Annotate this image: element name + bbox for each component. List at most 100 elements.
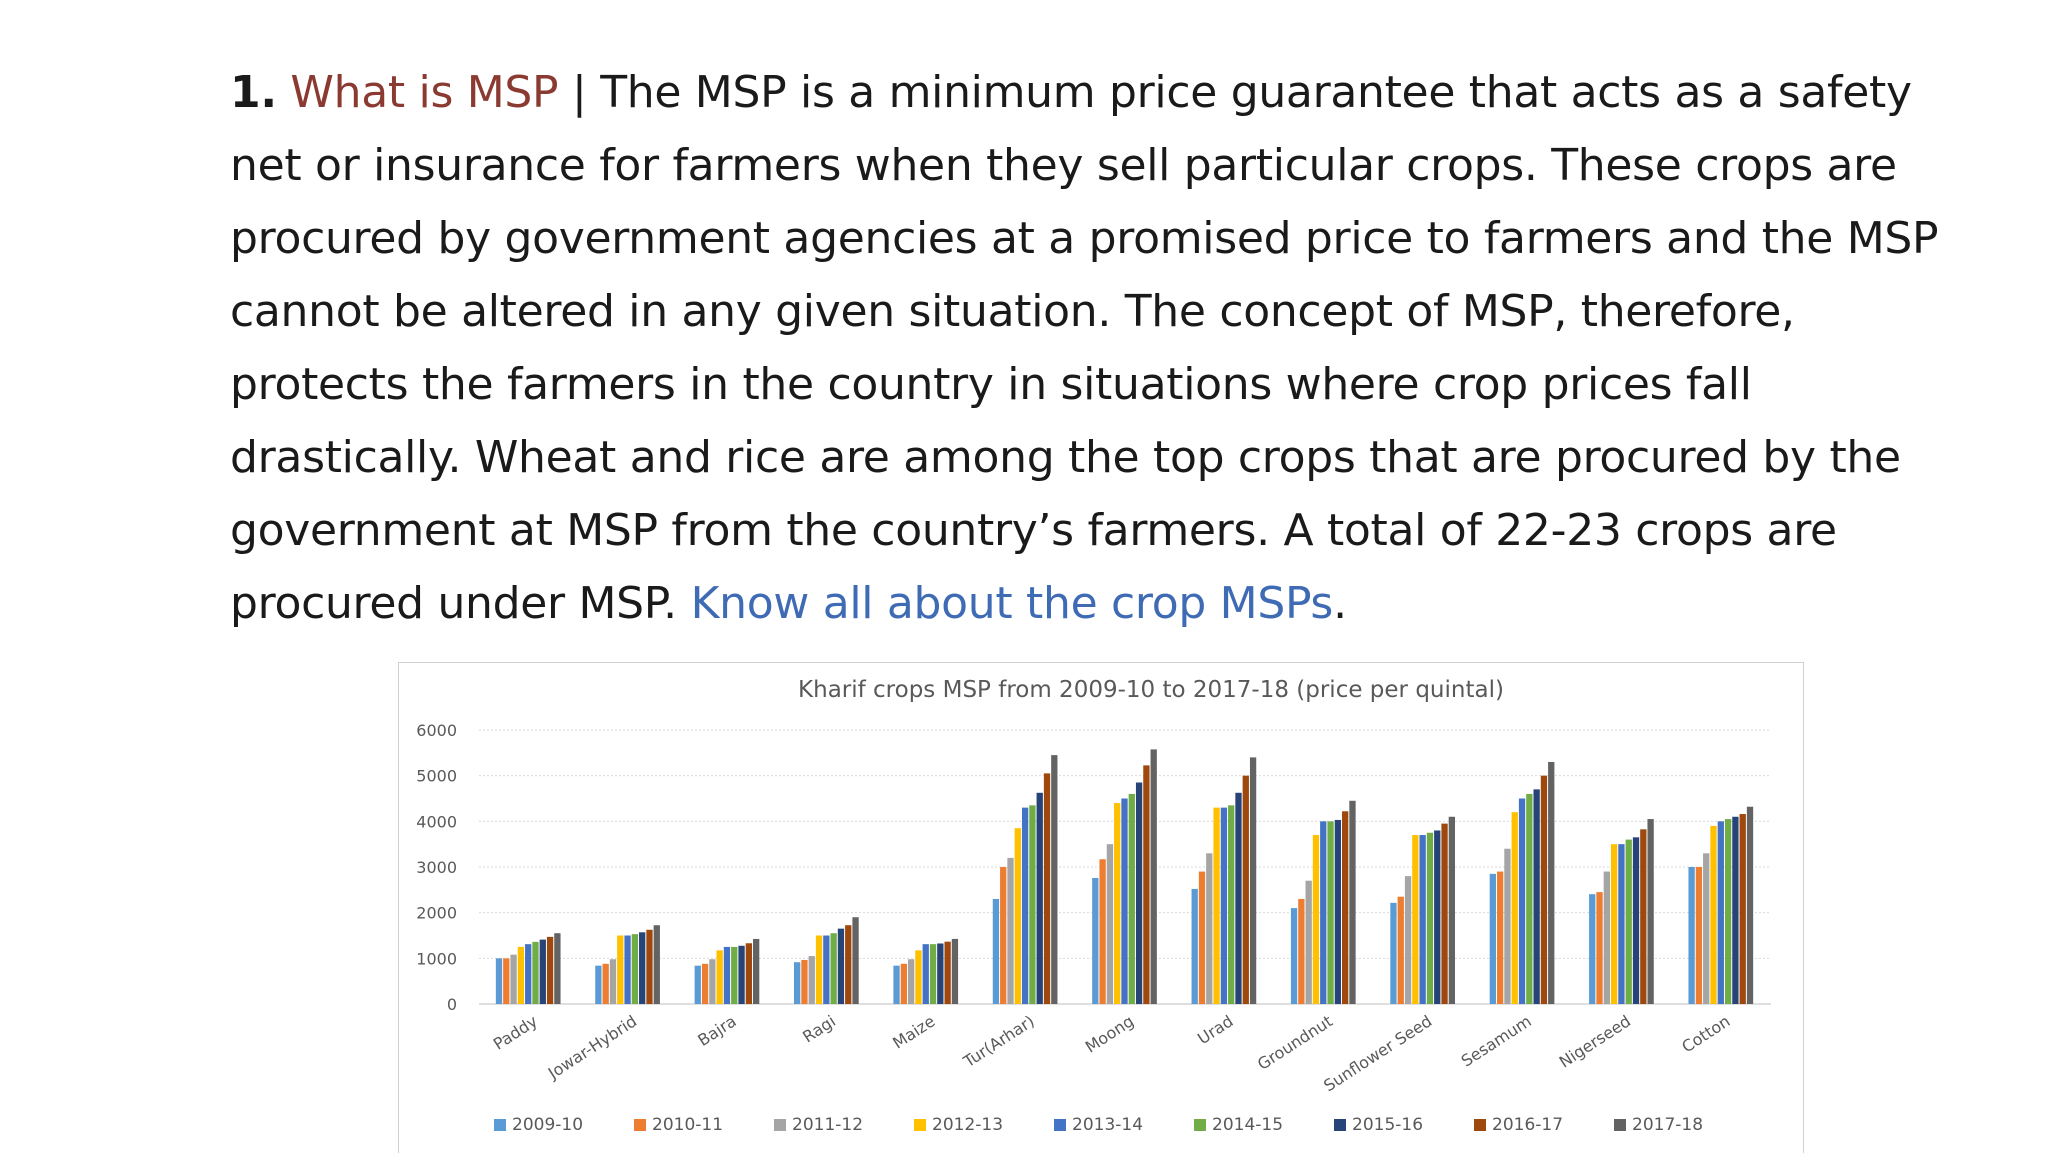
bar <box>1610 844 1618 1004</box>
bar <box>731 946 738 1004</box>
bar <box>1710 825 1717 1004</box>
bar <box>1036 792 1043 1004</box>
bar <box>510 954 517 1004</box>
bar <box>1596 892 1603 1004</box>
bar <box>532 941 539 1004</box>
bar <box>929 944 937 1004</box>
bar <box>1135 782 1143 1004</box>
bar <box>1504 848 1511 1004</box>
bar <box>1043 773 1051 1004</box>
bar <box>1404 876 1412 1004</box>
bar <box>745 943 753 1004</box>
bar <box>1434 830 1441 1004</box>
x-tick-label: Tur(Arhar) <box>959 1011 1038 1071</box>
bar <box>1349 800 1356 1004</box>
bar <box>639 932 646 1004</box>
y-tick-label: 1000 <box>416 949 457 968</box>
bar <box>893 965 900 1004</box>
bar <box>1320 821 1327 1004</box>
legend-swatch <box>634 1119 646 1131</box>
bar <box>1647 819 1654 1004</box>
legend: 2009-10 2010-11 2011-12 2012-13 2013-14 2014-… <box>494 1115 1703 1135</box>
bar <box>1128 793 1135 1004</box>
bar <box>1228 805 1235 1004</box>
bar <box>1739 814 1746 1004</box>
trailing-period: . <box>1333 578 1347 629</box>
bar <box>915 950 922 1004</box>
chart-title: Kharif crops MSP from 2009-10 to 2017-18… <box>798 677 1504 703</box>
bar <box>1540 775 1548 1004</box>
bar <box>951 938 959 1004</box>
bar <box>1106 844 1114 1004</box>
legend-swatch <box>1334 1119 1346 1131</box>
section-number: 1. <box>230 67 277 118</box>
bar <box>631 934 639 1004</box>
bar <box>1249 757 1257 1004</box>
bar <box>1327 821 1334 1004</box>
bar <box>830 933 837 1004</box>
bar <box>1441 823 1448 1004</box>
bar <box>609 959 617 1004</box>
bar <box>1746 806 1754 1004</box>
bar <box>1695 867 1703 1004</box>
article-paragraph: 1. What is MSP | The MSP is a minimum pr… <box>230 56 1960 640</box>
bar <box>1143 765 1150 1004</box>
legend-swatch <box>494 1119 506 1131</box>
bar <box>937 943 944 1004</box>
legend-swatch <box>1474 1119 1486 1131</box>
legend-label: 2011-12 <box>792 1115 863 1135</box>
x-tick-label: Cotton <box>1678 1011 1733 1056</box>
bar <box>1489 873 1496 1004</box>
bar <box>595 965 602 1004</box>
y-tick-label: 3000 <box>416 858 457 877</box>
bar <box>1703 853 1710 1004</box>
bar <box>1390 902 1397 1004</box>
bar <box>1419 835 1426 1004</box>
bar <box>922 944 929 1004</box>
bar <box>624 935 631 1004</box>
bar <box>1618 844 1625 1004</box>
bar <box>1014 828 1021 1004</box>
y-tick-label: 4000 <box>416 812 457 831</box>
bar <box>1150 749 1157 1004</box>
x-tick-label: Sesamum <box>1458 1011 1535 1070</box>
x-tick-label: Maize <box>889 1011 938 1052</box>
bar <box>1235 792 1242 1004</box>
section-heading: What is MSP <box>290 67 559 118</box>
bar <box>1206 853 1213 1004</box>
bar <box>495 958 503 1004</box>
x-tick-label: Groundnut <box>1254 1011 1336 1073</box>
bar <box>837 928 845 1004</box>
bar <box>1412 835 1419 1004</box>
bar <box>992 898 1000 1004</box>
legend-swatch <box>774 1119 786 1131</box>
bar <box>1000 867 1007 1004</box>
bar <box>1198 871 1206 1004</box>
msp-bar-chart: Kharif crops MSP from 2009-10 to 2017-18… <box>416 677 1771 1135</box>
legend-swatch <box>1194 1119 1206 1131</box>
bar <box>738 945 745 1004</box>
bar <box>900 963 907 1004</box>
legend-label: 2010-11 <box>652 1115 723 1135</box>
bar <box>1220 807 1228 1004</box>
bar <box>1640 829 1647 1004</box>
bar <box>1603 871 1610 1004</box>
bar <box>1051 755 1058 1004</box>
bar <box>503 958 510 1004</box>
bar <box>1191 888 1198 1004</box>
bar <box>1732 816 1739 1004</box>
bar <box>1533 789 1540 1004</box>
bar <box>1717 821 1724 1004</box>
bar <box>525 944 532 1004</box>
bar <box>1518 798 1526 1004</box>
bar <box>1099 859 1106 1004</box>
bar <box>1625 839 1632 1004</box>
x-tick-label: Jowar-Hybrid <box>544 1011 640 1083</box>
legend-swatch <box>1614 1119 1626 1131</box>
bar <box>1007 857 1014 1004</box>
x-tick-label: Bajra <box>694 1011 739 1050</box>
bar <box>694 965 701 1004</box>
bar <box>1342 811 1349 1004</box>
crop-msp-link[interactable]: Know all about the crop MSPs <box>690 578 1334 629</box>
bar <box>1021 807 1029 1004</box>
